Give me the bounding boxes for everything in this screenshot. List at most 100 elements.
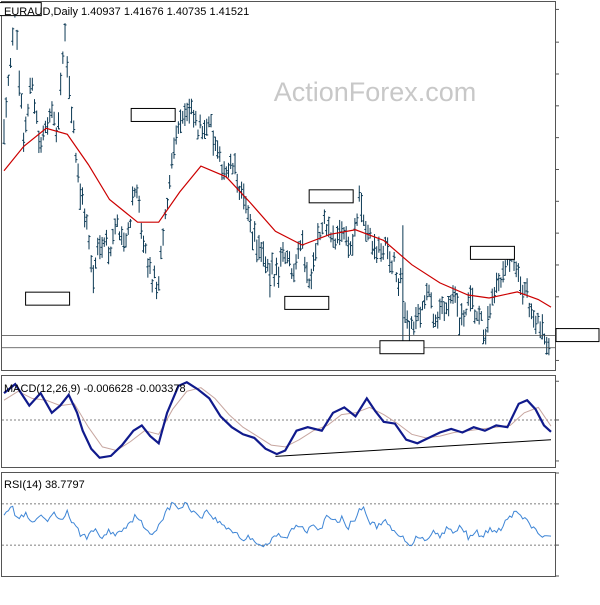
ohlc-bar (126, 222, 130, 235)
ohlc-bar (152, 265, 156, 279)
ohlc-bar (388, 251, 392, 273)
ohlc-bar (4, 97, 8, 118)
ohlc-bar (102, 237, 106, 247)
ohlc-bar (468, 285, 472, 312)
ohlc-bar (342, 227, 346, 240)
current-price-box (555, 328, 600, 343)
ohlc-bar (176, 121, 180, 134)
price-annotation (25, 291, 71, 306)
ohlc-bar (279, 247, 283, 267)
ohlc-bar (497, 273, 501, 292)
ohlc-bar (473, 309, 477, 324)
price-annotation (308, 189, 354, 204)
ohlc-bar (120, 226, 124, 245)
ohlc-bar (205, 118, 209, 136)
ohlc-bar (464, 308, 468, 316)
ohlc-bar (226, 162, 230, 178)
ohlc-bar (486, 306, 490, 333)
price-annotation-box (379, 340, 425, 355)
ohlc-bar (189, 98, 193, 115)
ohlc-bar (427, 284, 431, 297)
ohlc-bar (255, 239, 259, 263)
ohlc-bar (144, 243, 148, 254)
ohlc-bar (148, 257, 152, 275)
ohlc-bar (43, 120, 47, 134)
ohlc-bar (26, 103, 30, 117)
price-panel-title: EURAUD,Daily 1.40937 1.41676 1.40735 1.4… (4, 6, 249, 18)
ohlc-bar (447, 295, 451, 317)
price-bars (2, 6, 551, 356)
ohlc-bar (159, 245, 163, 260)
ohlc-bar (131, 186, 135, 206)
ohlc-bar (331, 225, 335, 248)
ohlc-bar (401, 225, 405, 348)
ohlc-bar (266, 258, 270, 272)
price-annotation (284, 295, 330, 310)
ohlc-bar (359, 192, 363, 223)
ohlc-bar (196, 129, 200, 140)
watermark: ActionForex.com (274, 77, 477, 107)
ohlc-bar (246, 205, 250, 222)
ohlc-bar (155, 281, 159, 300)
ohlc-bar (22, 132, 26, 152)
ohlc-bar (311, 252, 315, 272)
ohlc-bar (141, 235, 145, 253)
ohlc-bar (399, 267, 403, 284)
ohlc-bar (314, 243, 318, 261)
ohlc-bar (298, 240, 302, 252)
ohlc-bar (104, 229, 108, 246)
ohlc-bar (301, 230, 305, 249)
ohlc-bar (229, 153, 233, 170)
price-annotation (469, 245, 515, 260)
ohlc-bar (436, 311, 440, 329)
ohlc-bar (488, 303, 492, 319)
ohlc-bar (222, 161, 226, 180)
ohlc-bar (198, 114, 202, 129)
ohlc-bar (187, 98, 191, 124)
ohlc-bar (80, 187, 84, 205)
ohlc-bar (261, 241, 265, 267)
ohlc-bar (316, 223, 320, 246)
ohlc-bar (438, 298, 442, 320)
ohlc-bar (74, 152, 78, 163)
ohlc-bar (52, 111, 56, 126)
ohlc-bar (203, 120, 207, 139)
ohlc-bar (118, 231, 122, 241)
ohlc-bar (179, 109, 183, 134)
ohlc-bar (192, 109, 196, 128)
ohlc-bar (122, 232, 126, 252)
ohlc-bar (420, 301, 424, 311)
ohlc-bar (290, 268, 294, 279)
ohlc-bar (200, 125, 204, 140)
ohlc-bar (394, 272, 398, 283)
ohlc-bar (355, 213, 359, 226)
moving-average-line (3, 127, 552, 308)
ohlc-bar (146, 258, 150, 278)
ohlc-bar (390, 260, 394, 275)
ohlc-bar (50, 101, 54, 118)
ohlc-bar (344, 226, 348, 246)
ohlc-bar (139, 222, 143, 239)
ohlc-bar (91, 265, 95, 294)
ohlc-bar (65, 56, 69, 78)
ohlc-bar (529, 303, 533, 320)
ohlc-bar (257, 234, 261, 260)
ohlc-bar (449, 294, 453, 304)
macd-line (3, 381, 552, 459)
ohlc-bar (237, 185, 241, 200)
price-annotation-box (284, 295, 330, 310)
ohlc-bar (525, 278, 529, 298)
ohlc-bar (41, 125, 45, 141)
ohlc-bar (412, 321, 416, 335)
ohlc-bar (320, 222, 324, 235)
ohlc-bar (429, 292, 433, 309)
ohlc-bar (150, 279, 154, 293)
ohlc-bar (94, 257, 98, 269)
price-annotation-box (0, 2, 42, 17)
ohlc-bar (35, 110, 39, 124)
ohlc-bar (294, 254, 298, 270)
ohlc-bar (185, 102, 189, 122)
price-annotation-box (25, 291, 71, 306)
ohlc-bar (89, 255, 93, 273)
ohlc-bar (405, 310, 409, 329)
